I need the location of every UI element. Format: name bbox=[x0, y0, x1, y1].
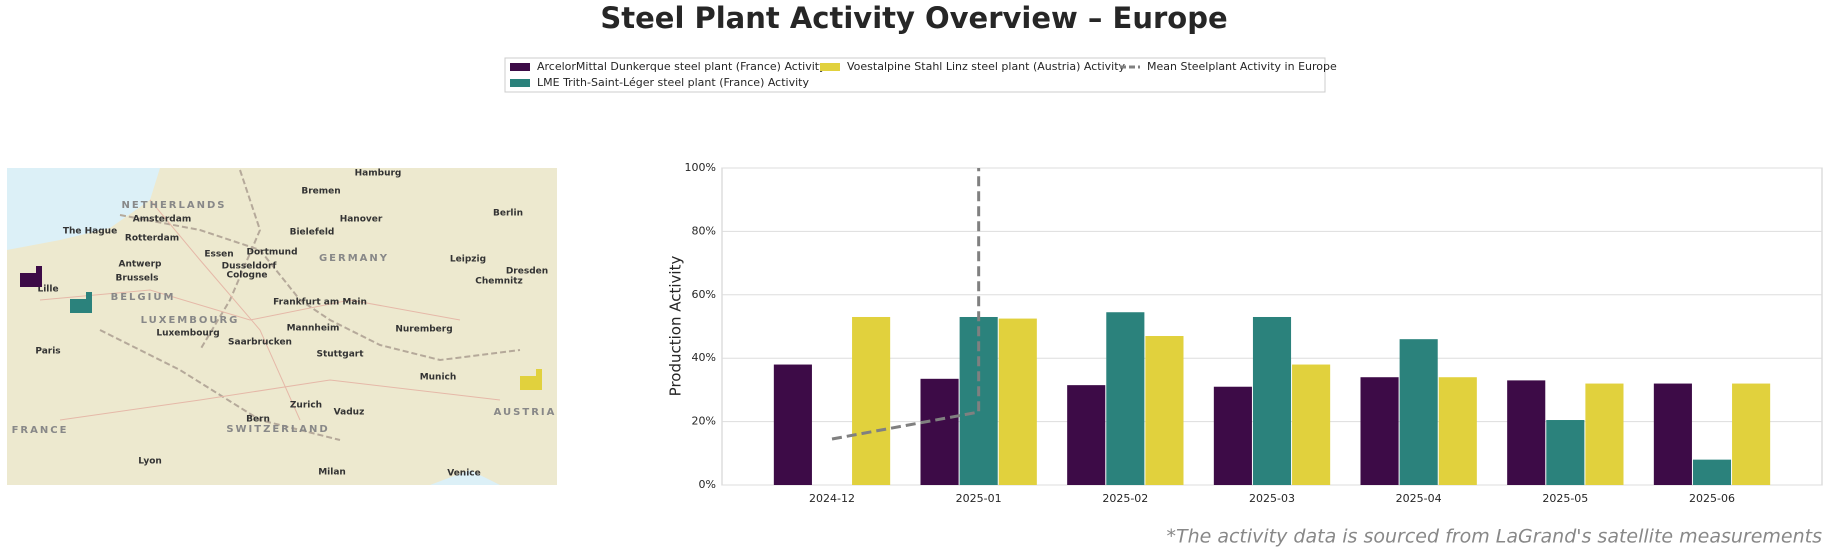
map-label: LUXEMBOURG bbox=[141, 315, 240, 326]
legend-swatch bbox=[820, 63, 840, 71]
x-tick-label: 2025-02 bbox=[1102, 492, 1148, 505]
source-note: *The activity data is sourced from LaGra… bbox=[1166, 526, 1822, 548]
y-tick-label: 20% bbox=[692, 415, 716, 428]
plant-icon bbox=[70, 292, 92, 313]
map-label: Berlin bbox=[493, 209, 523, 219]
y-tick-label: 100% bbox=[685, 161, 716, 174]
map-labels: Hamburg Bremen NETHERLANDS Amsterdam Hanover… bbox=[12, 169, 557, 479]
map-label: Dortmund bbox=[246, 248, 297, 258]
map-label: Bielefeld bbox=[290, 228, 335, 238]
map-label: Amsterdam bbox=[133, 215, 191, 225]
bar bbox=[1692, 459, 1732, 485]
legend-swatch bbox=[510, 79, 530, 87]
map-label: Frankfurt am Main bbox=[273, 298, 367, 308]
map-label: GERMANY bbox=[319, 253, 389, 264]
map-label: NETHERLANDS bbox=[122, 200, 227, 211]
bar bbox=[1438, 377, 1477, 485]
map-label: Munich bbox=[420, 373, 457, 383]
bar bbox=[1732, 383, 1771, 485]
map-label: FRANCE bbox=[12, 425, 69, 436]
plant-icon bbox=[520, 369, 542, 390]
map-label: Zurich bbox=[290, 401, 322, 411]
bar bbox=[1252, 316, 1292, 485]
bar bbox=[920, 378, 959, 485]
map-label: Brussels bbox=[116, 274, 159, 284]
map-label: Essen bbox=[204, 250, 233, 260]
y-tick-label: 40% bbox=[692, 351, 716, 364]
legend-items: ArcelorMittal Dunkerque steel plant (Fra… bbox=[510, 60, 1337, 89]
bar bbox=[1213, 386, 1252, 485]
map-label: BELGIUM bbox=[111, 292, 176, 303]
map-label: Hanover bbox=[340, 215, 383, 225]
bar bbox=[1067, 385, 1106, 485]
bar bbox=[998, 318, 1037, 485]
map-label: Milan bbox=[318, 468, 346, 478]
bar bbox=[1399, 339, 1438, 485]
bar bbox=[1507, 380, 1546, 485]
map-label: Stuttgart bbox=[316, 350, 364, 360]
map: Hamburg Bremen NETHERLANDS Amsterdam Hanover… bbox=[7, 168, 557, 485]
map-label: AUSTRIA bbox=[494, 407, 557, 418]
borders bbox=[99, 169, 521, 441]
bar bbox=[1145, 336, 1184, 485]
map-label: Venice bbox=[447, 469, 481, 479]
map-label: Bern bbox=[246, 415, 270, 425]
map-label: SWITZERLAND bbox=[226, 424, 329, 435]
map-label: Mannheim bbox=[287, 324, 340, 334]
roads bbox=[39, 199, 501, 421]
chart-title: Steel Plant Activity Overview – Europe bbox=[600, 1, 1227, 35]
map-label: Antwerp bbox=[119, 260, 163, 270]
map-label: Bremen bbox=[301, 187, 340, 197]
bar bbox=[1360, 377, 1399, 485]
bar bbox=[773, 364, 812, 485]
x-tick-label: 2025-05 bbox=[1542, 492, 1588, 505]
bar bbox=[852, 316, 891, 485]
bar bbox=[1585, 383, 1624, 485]
map-label: Luxembourg bbox=[156, 329, 219, 339]
legend-label: Mean Steelplant Activity in Europe bbox=[1147, 60, 1337, 73]
y-tick-label: 80% bbox=[692, 224, 716, 237]
map-label: Chemnitz bbox=[475, 277, 523, 287]
x-tick-label: 2024-12 bbox=[809, 492, 855, 505]
x-tick-label: 2025-04 bbox=[1396, 492, 1442, 505]
map-label: Cologne bbox=[226, 271, 267, 281]
y-tick-label: 0% bbox=[699, 478, 716, 491]
map-label: Rotterdam bbox=[125, 234, 179, 244]
map-label: Lille bbox=[37, 285, 58, 295]
map-label: Hamburg bbox=[355, 169, 402, 179]
legend-swatch bbox=[510, 63, 530, 71]
x-tick-label: 2025-03 bbox=[1249, 492, 1295, 505]
map-label: Dusseldorf bbox=[222, 262, 277, 272]
map-label: Paris bbox=[35, 347, 60, 357]
bar bbox=[1106, 312, 1145, 485]
legend-label: LME Trith-Saint-Léger steel plant (Franc… bbox=[537, 76, 809, 89]
map-label: Vaduz bbox=[334, 408, 365, 418]
map-label: The Hague bbox=[63, 227, 117, 237]
sea bbox=[430, 470, 500, 485]
map-label: Saarbrucken bbox=[228, 338, 292, 348]
y-tick-label: 60% bbox=[692, 288, 716, 301]
x-tick-label: 2025-01 bbox=[956, 492, 1002, 505]
bar bbox=[1653, 383, 1692, 485]
map-label: Leipzig bbox=[450, 255, 486, 265]
mean-line bbox=[831, 168, 981, 441]
legend bbox=[504, 57, 1326, 93]
plant-icon bbox=[20, 266, 42, 287]
sea bbox=[7, 168, 160, 250]
x-tick-label: 2025-06 bbox=[1689, 492, 1735, 505]
legend-label: ArcelorMittal Dunkerque steel plant (Fra… bbox=[537, 60, 826, 73]
bar bbox=[1292, 364, 1331, 485]
map-label: Nuremberg bbox=[395, 325, 452, 335]
map-label: Dresden bbox=[506, 267, 548, 277]
bar bbox=[1546, 420, 1585, 485]
y-axis-label: Production Activity bbox=[667, 256, 685, 397]
legend-label: Voestalpine Stahl Linz steel plant (Aust… bbox=[847, 60, 1126, 73]
map-label: Lyon bbox=[138, 457, 162, 467]
